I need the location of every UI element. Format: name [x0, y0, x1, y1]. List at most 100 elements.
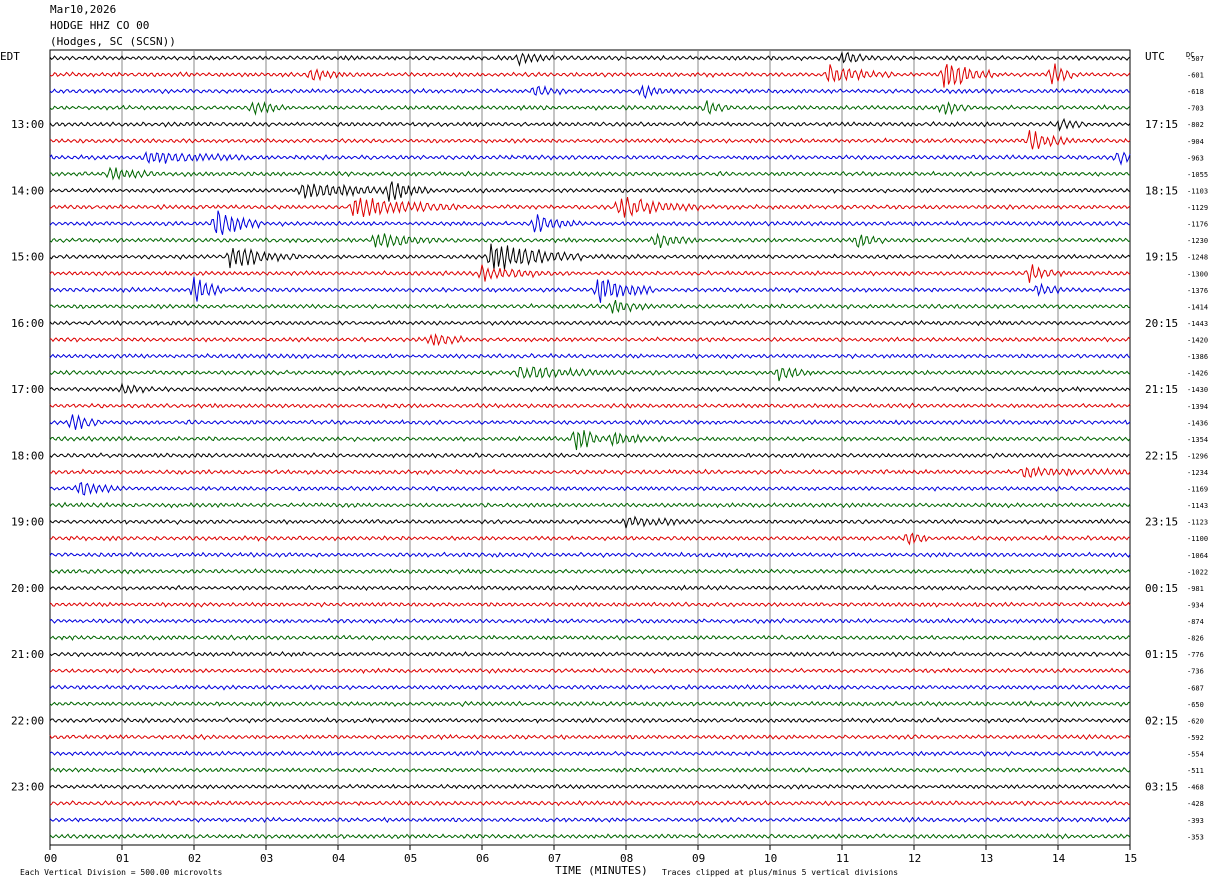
x-tick-label: 12	[908, 852, 921, 865]
seismic-trace	[49, 799, 1131, 807]
dc-offset-label: -428	[1187, 800, 1204, 808]
dc-offset-label: -1022	[1187, 568, 1208, 576]
seismic-trace	[49, 151, 1131, 166]
seismic-trace	[49, 568, 1131, 575]
dc-label: DC	[1186, 51, 1194, 59]
right-hour-label: 20:15	[1145, 317, 1178, 330]
seismic-trace	[49, 264, 1131, 283]
header-date: Mar10,2026	[50, 3, 117, 16]
dc-offset-label: -1296	[1187, 452, 1208, 460]
seismic-trace	[49, 767, 1131, 774]
clip-note: Traces clipped at plus/minus 5 vertical …	[662, 868, 898, 877]
x-tick-label: 04	[332, 852, 346, 865]
left-hour-label: 21:00	[11, 648, 44, 661]
right-hour-label: 22:15	[1145, 449, 1178, 462]
dc-offset-label: -1123	[1187, 519, 1208, 527]
dc-offset-label: -687	[1187, 684, 1204, 692]
axis-labels: EDT UTC DC Each Vertical Division = 500.…	[0, 50, 1208, 877]
seismic-trace	[49, 117, 1131, 132]
dc-offset-label: -776	[1187, 651, 1204, 659]
header-station: HODGE HHZ CO 00	[50, 19, 150, 32]
seismic-trace	[49, 84, 1131, 100]
dc-offset-label: -511	[1187, 767, 1204, 775]
dc-offset-label: -1143	[1187, 502, 1208, 510]
header-location: (Hodges, SC (SCSN))	[50, 35, 176, 48]
seismic-trace	[49, 634, 1131, 641]
x-axis-title: TIME (MINUTES)	[555, 864, 648, 877]
left-hour-label: 19:00	[11, 516, 44, 529]
dc-offset-label: -963	[1187, 154, 1204, 162]
right-hour-label: 00:15	[1145, 582, 1178, 595]
dc-offset-label: -1300	[1187, 270, 1208, 278]
seismic-trace	[49, 601, 1131, 608]
plot-frame	[49, 49, 1131, 846]
seismic-trace	[49, 750, 1131, 757]
dc-offset-label: -826	[1187, 635, 1204, 643]
seismic-trace	[49, 551, 1131, 559]
seismic-trace	[49, 515, 1131, 529]
dc-offset-label: -1354	[1187, 436, 1208, 444]
left-timezone-label: EDT	[0, 50, 20, 63]
dc-offset-label: -1376	[1187, 287, 1208, 295]
dc-offset-label: -1394	[1187, 403, 1208, 411]
dc-offset-label: -620	[1187, 717, 1204, 725]
x-tick-label: 06	[476, 852, 489, 865]
dc-offset-label: -703	[1187, 105, 1204, 113]
x-tick-label: 11	[836, 852, 849, 865]
x-tick-label: 01	[116, 852, 129, 865]
right-timezone-label: UTC	[1145, 50, 1165, 63]
seismic-trace	[49, 332, 1131, 347]
x-tick-label: 07	[548, 852, 561, 865]
seismic-trace	[49, 100, 1131, 116]
seismic-trace	[49, 197, 1131, 218]
dc-offset-label: -1386	[1187, 353, 1208, 361]
left-hour-label: 16:00	[11, 317, 44, 330]
dc-offset-label: -353	[1187, 833, 1204, 841]
seismic-trace	[49, 816, 1131, 824]
seismic-trace	[49, 667, 1131, 675]
right-hour-label: 03:15	[1145, 781, 1178, 794]
x-tick-label: 03	[260, 852, 273, 865]
dc-offset-label: -554	[1187, 751, 1204, 759]
right-hour-label: 23:15	[1145, 516, 1178, 529]
seismic-trace	[49, 717, 1131, 724]
seismic-trace	[49, 733, 1131, 741]
dc-offset-label: -1100	[1187, 535, 1208, 543]
dc-offset-label: -468	[1187, 784, 1204, 792]
dc-offset-label: -1414	[1187, 303, 1208, 311]
seismic-trace	[49, 683, 1131, 691]
dc-offset-label: -1129	[1187, 204, 1208, 212]
dc-offset-label: -393	[1187, 817, 1204, 825]
x-tick-label: 05	[404, 852, 417, 865]
seismic-trace	[49, 232, 1131, 249]
dc-offset-label: -1426	[1187, 370, 1208, 378]
seismic-trace	[49, 532, 1131, 546]
trace-group	[49, 51, 1131, 840]
seismic-trace	[49, 501, 1131, 509]
x-tick-label: 13	[980, 852, 993, 865]
seismic-trace	[49, 319, 1131, 327]
right-hour-label: 01:15	[1145, 648, 1178, 661]
seismic-trace	[49, 243, 1131, 270]
dc-offset-label: -1230	[1187, 237, 1208, 245]
scale-note: Each Vertical Division = 500.00 microvol…	[20, 868, 222, 877]
seismic-trace	[49, 130, 1131, 150]
right-hour-label: 17:15	[1145, 118, 1178, 131]
right-hour-label: 21:15	[1145, 383, 1178, 396]
dc-offset-label: -592	[1187, 734, 1204, 742]
dc-offset-label: -618	[1187, 88, 1204, 96]
dc-offset-label: -650	[1187, 701, 1204, 709]
left-hour-label: 20:00	[11, 582, 44, 595]
seismic-trace	[49, 452, 1131, 459]
seismic-trace	[49, 402, 1131, 409]
right-hour-label: 18:15	[1145, 184, 1178, 197]
x-tick-label: 10	[764, 852, 777, 865]
dc-offset-label: -1436	[1187, 419, 1208, 427]
seismic-trace	[49, 276, 1131, 303]
x-tick-label: 14	[1052, 852, 1066, 865]
dc-offset-label: -981	[1187, 585, 1204, 593]
seismic-trace	[49, 366, 1131, 382]
dc-offset-label: -1064	[1187, 552, 1208, 560]
left-hour-label: 23:00	[11, 781, 44, 794]
